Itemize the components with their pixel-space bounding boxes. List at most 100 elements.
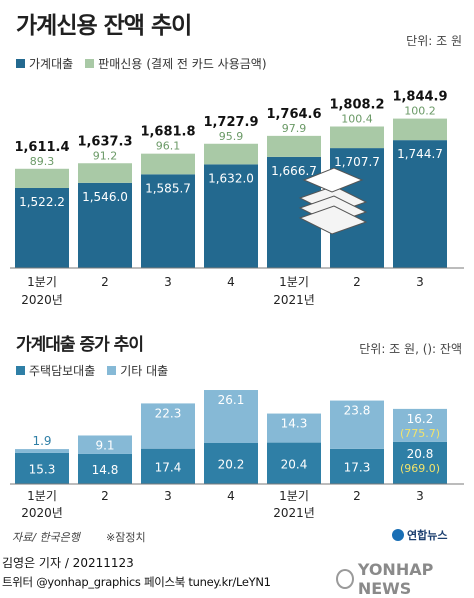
money-stack-icon [298,167,368,235]
bar-sales-credit [15,168,69,188]
value-label-sales-credit: 96.1 [156,140,181,153]
brand-logo-small: 연합뉴스 [392,527,447,543]
bar-other-loans [204,390,258,443]
total-label: 1,764.6 [266,107,321,122]
bar-sales-credit [204,143,258,165]
chart1-title-text: 가계신용 잔액 추이 [16,13,192,39]
value-label-other-loans: 22.3 [155,406,182,420]
legend-item-sales-credit: 판매신용 (결제 전 카드 사용금액) [85,55,267,72]
value-label-sales-credit: 95.9 [219,130,244,143]
chart2-title: 가계대출 증가 추이 [16,335,144,355]
x-tick-year-label: 2020년 [21,293,63,307]
yonhap-watermark-icon [336,569,354,589]
value-label-sales-credit: 89.3 [30,155,55,168]
x-tick-label: 1분기 [27,275,57,289]
legend-label-mortgage: 주택담보대출 [29,364,96,378]
value-label-household-loans: 1,666.7 [271,164,317,178]
bar-other-loans [15,449,69,453]
bar-household-loans [204,164,258,268]
legend-label-household-loans: 가계대출 [29,57,74,71]
chart1-unit: 단위: 조 원 [406,34,462,48]
total-label: 1,727.9 [203,115,258,130]
value-label-mortgage: 17.4 [155,460,182,474]
bar-household-loans [78,182,132,268]
x-tick-year-label: 2021년 [273,293,315,307]
chart2-unit: 단위: 조 원, (): 잔액 [359,342,462,356]
x-tick-label: 2 [353,489,361,503]
byline: 김영은 기자 / 20211123 [2,556,134,570]
x-tick-label: 4 [227,489,235,503]
bar-household-loans [141,174,195,268]
x-tick-label: 3 [164,489,172,503]
value-label-mortgage: 20.8 [407,447,434,461]
bar-sales-credit [330,126,384,149]
x-tick-label: 4 [227,275,235,289]
bar-household-loans [393,140,447,268]
balance-label-mortgage: (969.0) [400,462,440,475]
bar-other-loans [330,400,384,449]
value-label-household-loans: 1,522.2 [19,195,65,209]
x-tick-label: 3 [416,275,424,289]
bar-other-loans [267,413,321,443]
brand-small-text: 연합뉴스 [407,529,448,542]
value-label-household-loans: 1,585.7 [145,181,191,195]
value-label-household-loans: 1,632.0 [208,171,254,185]
value-label-other-loans: 16.2 [407,412,434,426]
bar-mortgage [393,441,447,484]
value-label-other-loans: 1.9 [32,434,51,448]
legend-swatch-other-loans [107,366,117,375]
legend-swatch-sales-credit [85,59,95,68]
bar-mortgage [204,442,258,484]
value-label-mortgage: 17.3 [344,460,371,474]
value-label-household-loans: 1,744.7 [397,147,443,161]
provisional-note: ※잠정치 [106,531,146,544]
value-label-sales-credit: 91.2 [93,149,118,162]
x-tick-label: 2 [353,275,361,289]
value-label-other-loans: 26.1 [218,393,245,407]
value-label-sales-credit: 100.2 [404,105,436,118]
value-label-other-loans: 14.3 [281,417,308,431]
brand-big-text: YONHAP NEWS [357,560,434,598]
bar-mortgage [330,448,384,484]
legend-swatch-mortgage [16,366,25,375]
total-label: 1,681.8 [140,125,195,140]
x-tick-year-label: 2020년 [21,506,63,520]
chart2-legend: 주택담보대출 기타 대출 [16,362,168,379]
value-label-other-loans: 23.8 [344,404,371,418]
legend-item-household-loans: 가계대출 [16,55,73,72]
value-label-household-loans: 1,707.7 [334,155,380,169]
legend-swatch-household-loans [16,59,25,68]
source-text: 자료/ 한국은행 [12,531,80,544]
chart2-plot: 15.3 1.9 1분기 2020년 14.8 9.1 2 17.4 22.3 3 20.2 26.1… [10,390,464,520]
yonhap-logo-icon [392,529,404,541]
x-tick-label: 2 [101,275,109,289]
total-label: 1,637.3 [77,134,132,149]
value-label-household-loans: 1,546.0 [82,190,128,204]
legend-item-other-loans: 기타 대출 [107,362,168,379]
bar-other-loans [141,403,195,449]
value-label-sales-credit: 100.4 [341,113,373,126]
money-bill-shape [302,167,364,193]
total-label: 1,844.9 [392,90,447,105]
value-label-mortgage: 20.2 [218,457,245,471]
x-tick-label: 2 [101,489,109,503]
legend-item-mortgage: 주택담보대출 [16,362,95,379]
bar-other-loans [393,408,447,442]
legend-label-other-loans: 기타 대출 [120,364,169,378]
bar-sales-credit [267,135,321,157]
x-tick-label: 3 [164,275,172,289]
bar-mortgage [267,442,321,484]
bar-mortgage [15,452,69,484]
value-label-sales-credit: 97.9 [282,122,307,135]
bar-sales-credit [141,153,195,175]
legend-label-sales-credit-note: (결제 전 카드 사용금액) [146,57,267,71]
x-tick-label: 1분기 [27,489,57,503]
value-label-mortgage: 14.8 [92,463,119,477]
chart1-title: 가계신용 잔액 추이 [16,6,192,40]
x-tick-label: 1분기 [279,489,309,503]
brand-logo-big: YONHAP NEWS [336,560,474,598]
value-label-mortgage: 20.4 [281,457,308,471]
legend-label-sales-credit: 판매신용 [98,57,143,71]
bar-sales-credit [393,118,447,141]
chart1-plot: 1,522.289.31,611.41분기2020년1,546.091.21,6… [10,90,464,307]
